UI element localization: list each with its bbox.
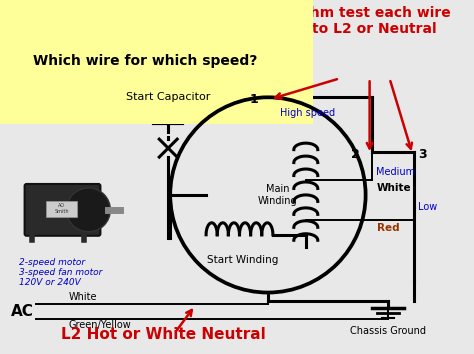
Text: AC: AC <box>11 304 34 319</box>
Text: Start Winding: Start Winding <box>207 255 279 265</box>
Text: Ohm test each wire
to L2 or Neutral: Ohm test each wire to L2 or Neutral <box>298 6 451 36</box>
Text: Medium: Medium <box>375 167 415 177</box>
Text: Which wire for which speed?: Which wire for which speed? <box>33 55 257 68</box>
Text: 1: 1 <box>249 93 258 106</box>
Text: Chassis Ground: Chassis Ground <box>349 326 426 336</box>
Text: 2: 2 <box>351 148 360 161</box>
Text: Red: Red <box>376 223 399 233</box>
FancyBboxPatch shape <box>46 201 77 217</box>
Text: Main
Winding: Main Winding <box>258 184 298 206</box>
Text: Green/Yellow: Green/Yellow <box>69 320 131 330</box>
Text: AO
Smith: AO Smith <box>54 204 69 214</box>
FancyBboxPatch shape <box>25 184 100 236</box>
Text: High speed=lower Ohms
Low speed=higher Ohms: High speed=lower Ohms Low speed=higher O… <box>27 13 213 41</box>
Text: High speed: High speed <box>280 108 335 118</box>
Circle shape <box>66 188 110 232</box>
Text: White: White <box>69 291 97 302</box>
Text: 3: 3 <box>419 148 427 161</box>
Text: Low: Low <box>419 202 438 212</box>
Text: L2 Hot or White Neutral: L2 Hot or White Neutral <box>61 327 265 342</box>
Text: Start Capacitor: Start Capacitor <box>126 92 210 102</box>
Text: 2-speed motor
3-speed fan motor
120V or 240V: 2-speed motor 3-speed fan motor 120V or … <box>18 258 102 287</box>
Text: White: White <box>376 183 411 193</box>
